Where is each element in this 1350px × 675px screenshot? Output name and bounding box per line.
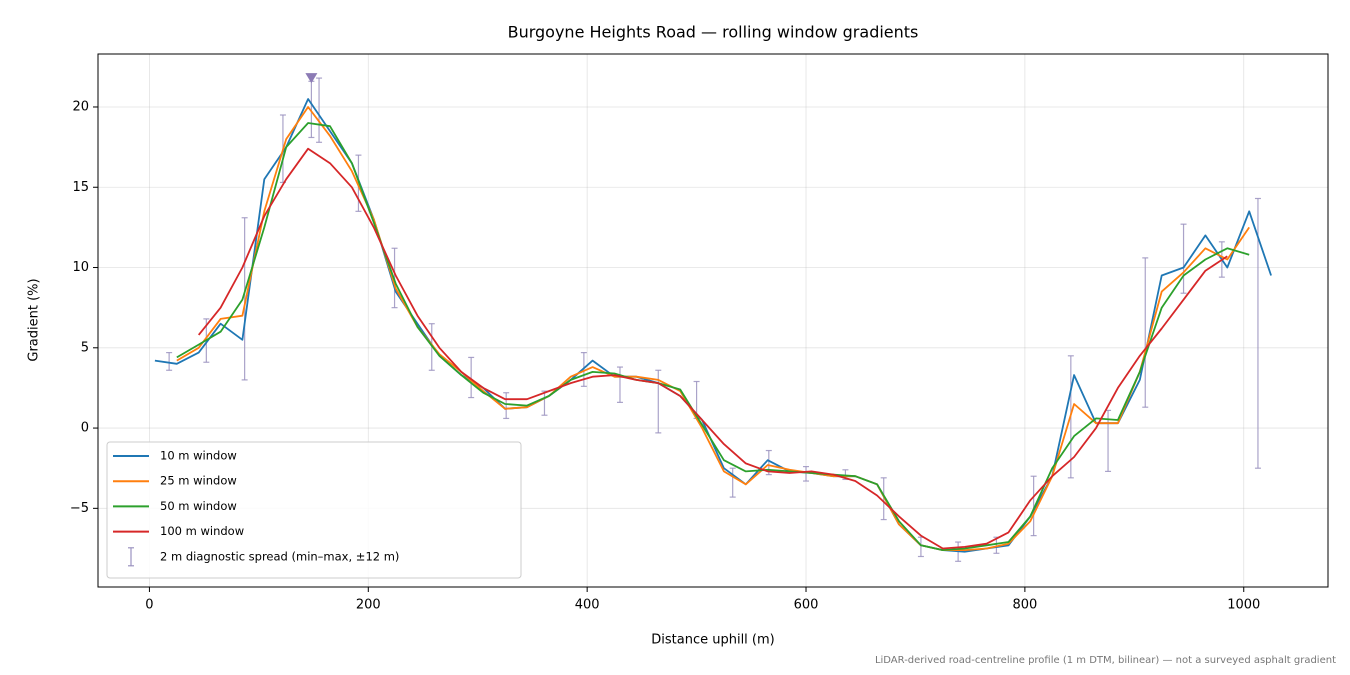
x-tick-label: 600 xyxy=(794,598,819,613)
x-tick-label: 400 xyxy=(575,598,600,613)
y-tick-label: −5 xyxy=(70,501,89,516)
peak-marker xyxy=(305,73,318,84)
error-bar xyxy=(241,217,248,381)
footnote: LiDAR-derived road-centreline profile (1… xyxy=(875,655,1336,666)
y-tick-label: 20 xyxy=(72,99,89,114)
y-tick-label: 10 xyxy=(72,260,89,275)
x-tick-label: 1000 xyxy=(1227,598,1260,613)
x-tick-label: 800 xyxy=(1012,598,1037,613)
y-tick-label: 5 xyxy=(81,340,89,355)
x-tick-label: 200 xyxy=(356,598,381,613)
legend-label: 10 m window xyxy=(160,449,237,463)
error-bar xyxy=(1180,223,1187,294)
error-bar xyxy=(316,77,323,143)
error-bar xyxy=(1142,257,1149,408)
error-bar xyxy=(616,366,623,403)
legend-label: 100 m window xyxy=(160,524,244,538)
error-bar xyxy=(166,352,173,371)
y-tick-label: 0 xyxy=(81,421,89,436)
plot-frame xyxy=(97,53,1329,588)
error-bar xyxy=(803,465,810,482)
error-bar xyxy=(1254,197,1261,469)
series-line xyxy=(197,147,1228,550)
series-line xyxy=(176,106,1250,551)
series-line xyxy=(176,122,1250,551)
error-bar xyxy=(541,390,548,416)
error-bar xyxy=(729,467,736,498)
error-bar xyxy=(503,392,510,420)
legend-label: 2 m diagnostic spread (min–max, ±12 m) xyxy=(160,549,399,563)
error-bar xyxy=(468,356,475,399)
legend: 10 m window 25 m window 50 m window 100 m w… xyxy=(106,441,522,579)
x-axis-label: Distance uphill (m) xyxy=(651,633,774,648)
x-tick-label: 0 xyxy=(145,598,153,613)
error-bar xyxy=(1030,475,1037,537)
error-bar xyxy=(880,477,887,521)
error-bar xyxy=(917,536,924,558)
y-axis-label: Gradient (%) xyxy=(27,278,42,361)
chart-title: Burgoyne Heights Road — rolling window g… xyxy=(508,23,919,42)
legend-label: 25 m window xyxy=(160,474,237,488)
y-tick-label: 15 xyxy=(72,180,89,195)
legend-label: 50 m window xyxy=(160,499,237,513)
legend-box xyxy=(106,441,522,579)
